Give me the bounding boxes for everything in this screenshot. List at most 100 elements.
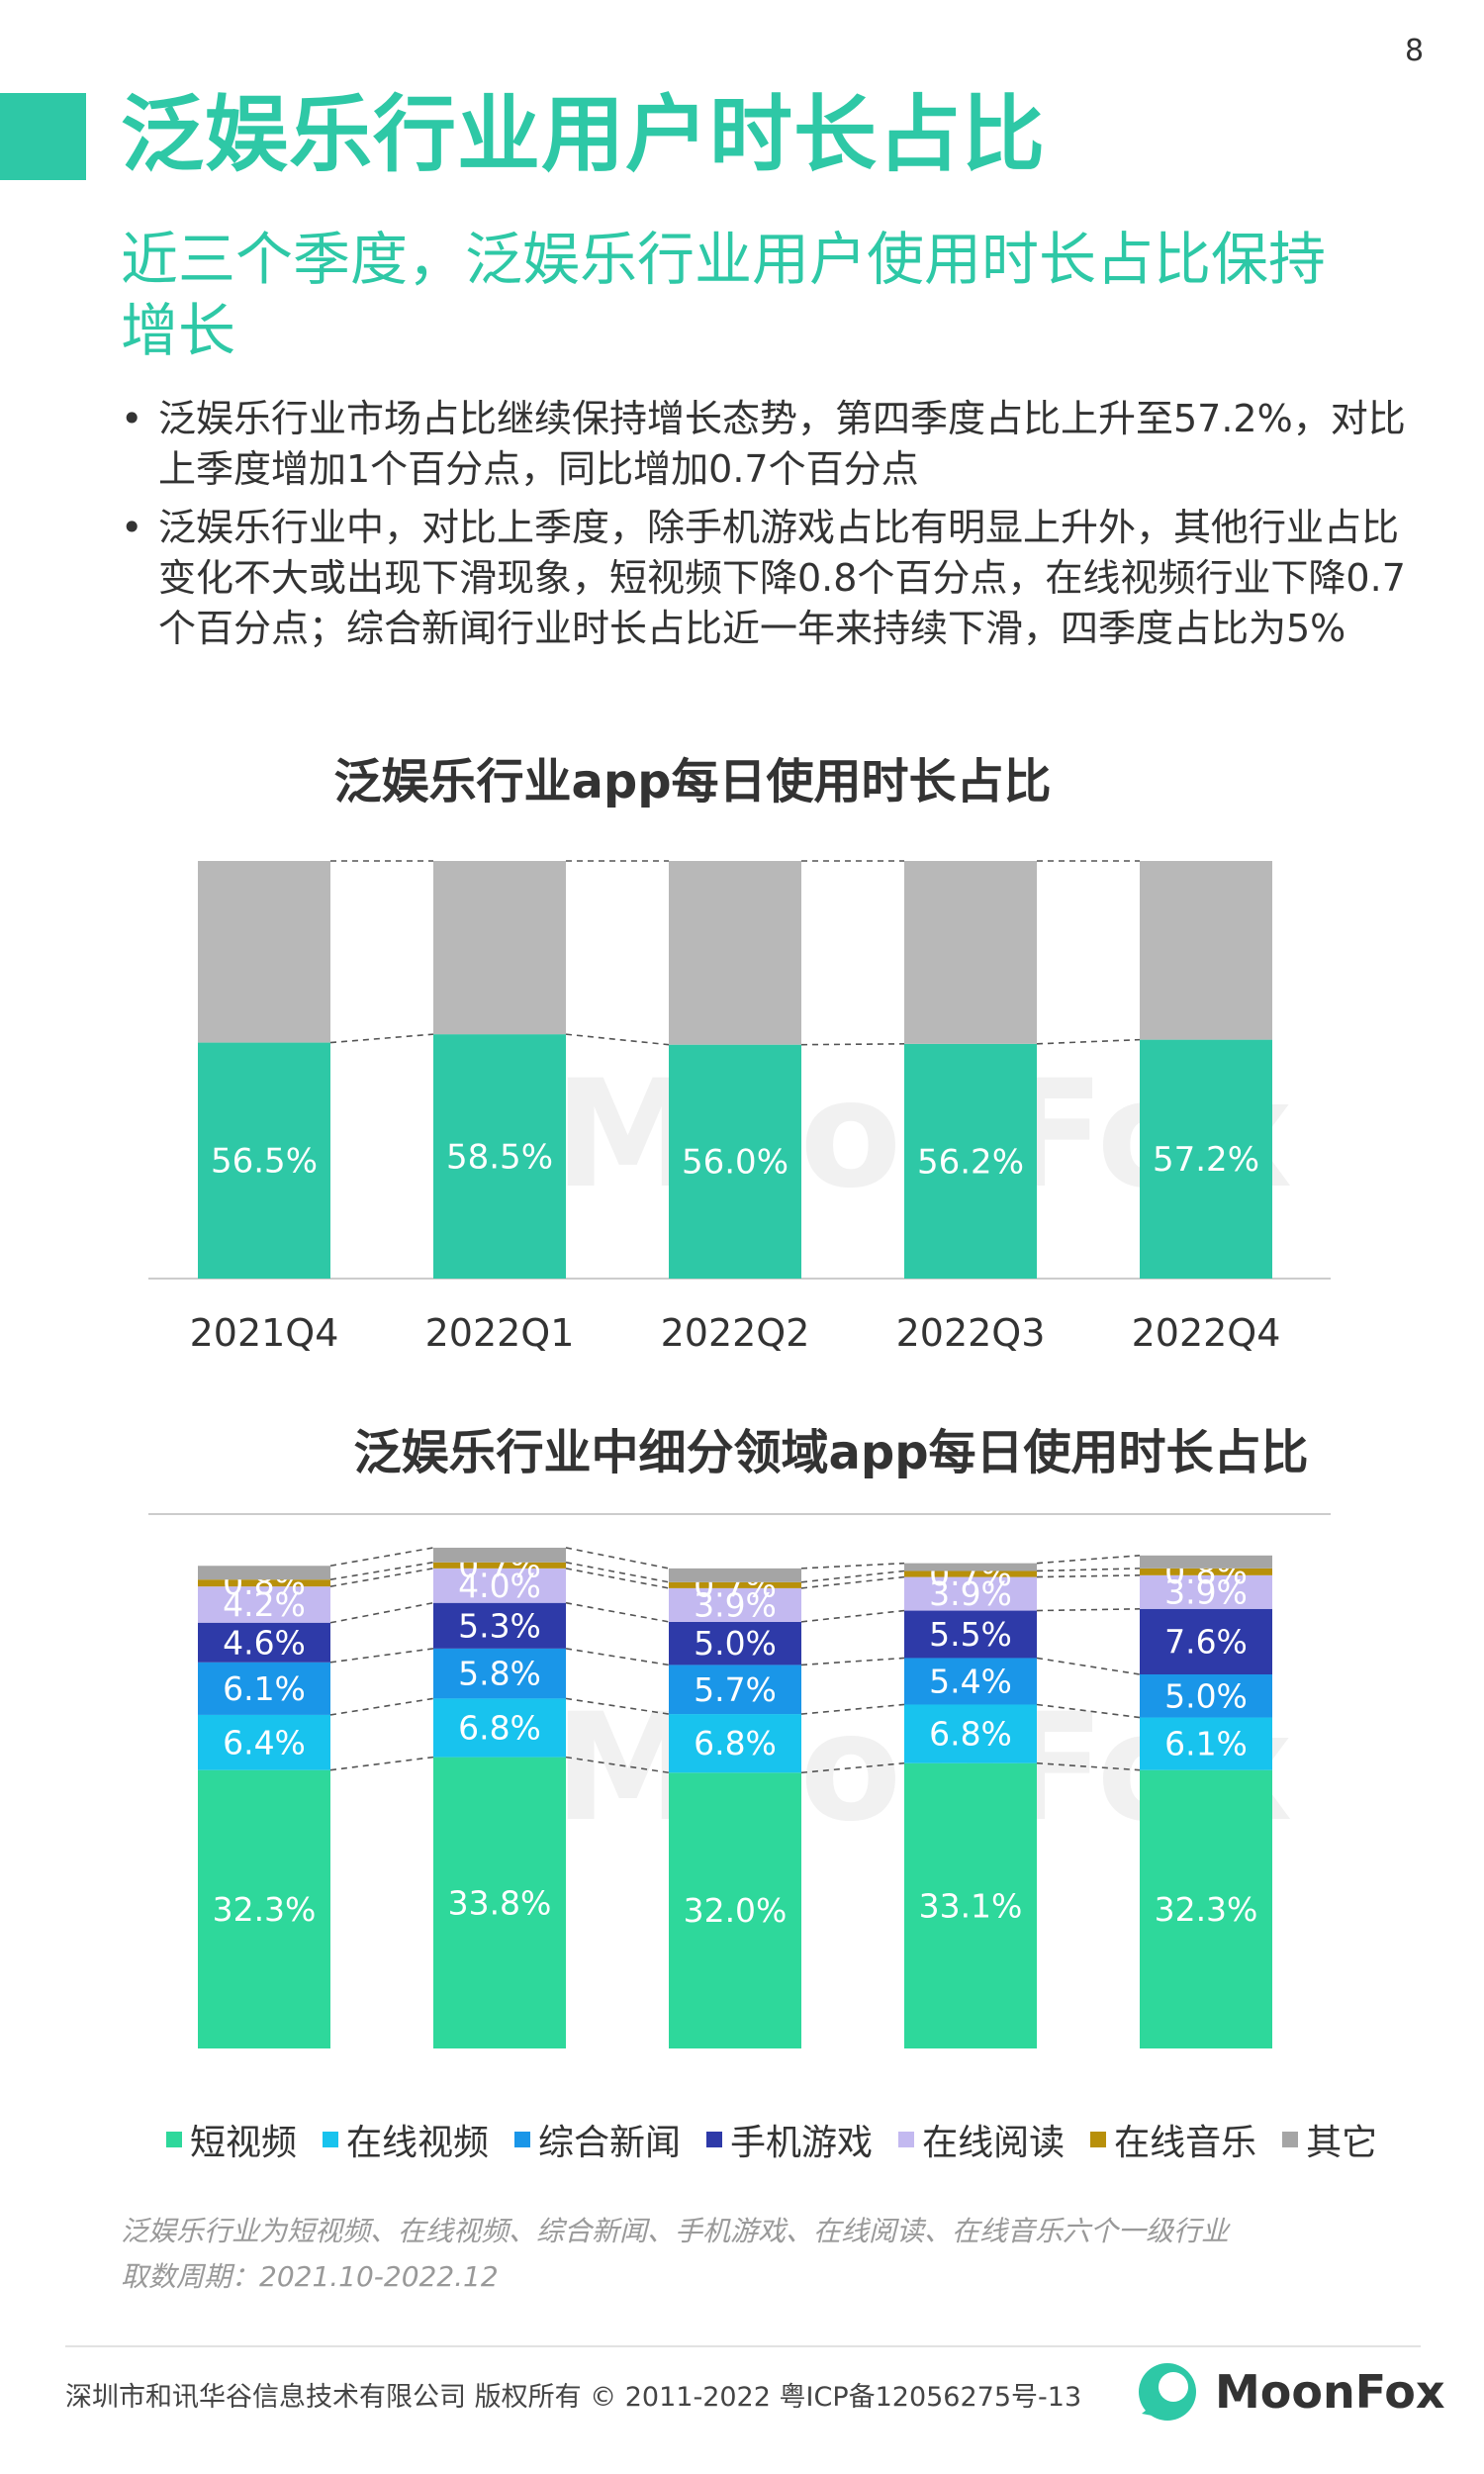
connector-line bbox=[1036, 1555, 1141, 1565]
bar-segment bbox=[904, 1658, 1037, 1705]
bar-segment bbox=[1140, 1674, 1272, 1718]
connector-line bbox=[565, 1568, 670, 1589]
legend-item: 在线视频 bbox=[323, 2114, 489, 2165]
bullet-dot: • bbox=[121, 397, 143, 440]
x-tick-label: 2021Q4 bbox=[190, 1311, 339, 1355]
bullet-item: • 泛娱乐行业中，对比上季度，除手机游戏占比有明显上升外，其他行业占比变化不大或出… bbox=[121, 503, 1417, 654]
bar-segment bbox=[904, 1576, 1037, 1611]
connector-line bbox=[1036, 1657, 1141, 1675]
legend-label: 综合新闻 bbox=[538, 2123, 682, 2163]
data-label: 4.0% bbox=[458, 1567, 541, 1605]
connector-line bbox=[1036, 1568, 1141, 1572]
bar-segment bbox=[669, 1621, 801, 1665]
data-label: 5.3% bbox=[458, 1606, 541, 1645]
data-label: 32.3% bbox=[213, 1890, 317, 1929]
bar-segment bbox=[1140, 1574, 1272, 1609]
bullet-text: 泛娱乐行业中，对比上季度，除手机游戏占比有明显上升外，其他行业占比变化不大或出现… bbox=[158, 506, 1406, 650]
data-label: 4.6% bbox=[223, 1623, 306, 1662]
x-tick-label: 2022Q3 bbox=[896, 1311, 1046, 1355]
connector-line bbox=[565, 1601, 670, 1623]
bar-segment bbox=[1140, 1568, 1272, 1575]
bar-segment bbox=[433, 1602, 566, 1649]
data-label: 3.9% bbox=[929, 1574, 1012, 1613]
data-label: 56.0% bbox=[682, 1143, 788, 1183]
data-label: 32.3% bbox=[1155, 1890, 1258, 1929]
data-label: 6.1% bbox=[1164, 1725, 1248, 1763]
segment-chart: 32.3%6.4%6.1%4.6%4.2%0.8%33.8%6.8%5.8%5.… bbox=[148, 1513, 1331, 2048]
data-label: 56.5% bbox=[211, 1142, 318, 1182]
data-label: 6.8% bbox=[929, 1715, 1012, 1754]
legend-label: 手机游戏 bbox=[730, 2123, 874, 2163]
connector-line bbox=[800, 1703, 905, 1715]
connector-line bbox=[329, 1756, 434, 1771]
bar-segment bbox=[904, 1563, 1037, 1571]
legend-label: 在线阅读 bbox=[922, 2123, 1066, 2163]
bar-segment bbox=[1140, 1555, 1272, 1569]
legend-item: 手机游戏 bbox=[706, 2114, 873, 2165]
data-label: 3.9% bbox=[1164, 1572, 1248, 1611]
bar-segment bbox=[669, 1665, 801, 1715]
data-label: 6.4% bbox=[223, 1723, 306, 1761]
legend-item: 在线阅读 bbox=[898, 2114, 1065, 2165]
data-label: 0.7% bbox=[929, 1555, 1012, 1593]
share-chart: 56.5% 58.5% 56.0% 56.2% 57.2% 2021Q4 2022Q1 202… bbox=[148, 860, 1331, 1355]
bullet-text: 泛娱乐行业市场占比继续保持增长态势，第四季度占比上升至57.2%，对比上季度增加… bbox=[158, 397, 1406, 491]
legend-item: 短视频 bbox=[166, 2114, 297, 2165]
legend-swatch bbox=[898, 2132, 915, 2147]
bar-segment bbox=[669, 1581, 801, 1588]
bar-segment bbox=[669, 1044, 801, 1279]
bar-segment bbox=[433, 1547, 566, 1563]
connector-line bbox=[800, 1761, 905, 1774]
connector-line bbox=[1036, 1608, 1141, 1612]
legend-item: 其它 bbox=[1282, 2114, 1377, 2165]
legend-label: 短视频 bbox=[190, 2123, 298, 2163]
bar-segment bbox=[198, 1586, 330, 1623]
chart-title: 泛娱乐行业app每日使用时长占比 bbox=[333, 754, 1052, 809]
connector-line bbox=[565, 1561, 670, 1583]
legend-label: 在线音乐 bbox=[1114, 2123, 1257, 2163]
connector-line bbox=[329, 1648, 434, 1664]
data-label: 7.6% bbox=[1164, 1622, 1248, 1661]
connector-line bbox=[329, 1033, 434, 1044]
page-subtitle: 近三个季度，泛娱乐行业用户使用时长占比保持增长 bbox=[121, 226, 1327, 364]
bar-segment bbox=[669, 1714, 801, 1773]
data-label: 5.7% bbox=[694, 1670, 777, 1709]
connector-line bbox=[329, 1601, 434, 1624]
bar-segment bbox=[433, 861, 566, 1035]
legend-label: 在线视频 bbox=[346, 2123, 490, 2163]
chart-legend: 短视频 在线视频 综合新闻 手机游戏 在线阅读 在线音乐 其它 bbox=[166, 2114, 1377, 2165]
connector-line bbox=[800, 1562, 905, 1570]
bar-segment bbox=[198, 1579, 330, 1587]
legend-swatch bbox=[1090, 2132, 1107, 2147]
data-label: 6.8% bbox=[694, 1724, 777, 1762]
data-label: 5.0% bbox=[1164, 1676, 1248, 1715]
bullet-list: • 泛娱乐行业市场占比继续保持增长态势，第四季度占比上升至57.2%，对比上季度增… bbox=[121, 394, 1417, 662]
bar-segment bbox=[198, 861, 330, 1043]
footer-divider bbox=[65, 2345, 1421, 2347]
x-tick-label: 2022Q1 bbox=[425, 1311, 575, 1355]
footer-copyright: 深圳市和讯华谷信息技术有限公司 版权所有 © 2011-2022 粤ICP备12… bbox=[65, 2382, 1082, 2413]
bar-segment bbox=[1140, 1039, 1272, 1279]
connector-line bbox=[565, 1033, 670, 1046]
data-label: 5.4% bbox=[929, 1663, 1012, 1701]
bar-segment bbox=[904, 1762, 1037, 2048]
legend-item: 在线音乐 bbox=[1090, 2114, 1256, 2165]
connector-line bbox=[800, 1575, 905, 1589]
legend-swatch bbox=[514, 2132, 531, 2147]
bar-segment bbox=[198, 1769, 330, 2048]
data-label: 32.0% bbox=[684, 1891, 788, 1930]
bar-segment bbox=[198, 1662, 330, 1715]
legend-label: 其它 bbox=[1306, 2123, 1378, 2163]
chart-notes: 泛娱乐行业为短视频、在线视频、综合新闻、手机游戏、在线阅读、在线音乐六个一级行业… bbox=[121, 2209, 1229, 2300]
data-label: 57.2% bbox=[1153, 1140, 1259, 1180]
legend-swatch bbox=[323, 2132, 339, 2147]
bar-segment bbox=[433, 1757, 566, 2048]
connector-line bbox=[329, 1547, 434, 1568]
logo-text: MoonFox bbox=[1215, 2365, 1445, 2419]
bar-segment bbox=[433, 1034, 566, 1279]
page-number: 8 bbox=[1405, 34, 1425, 68]
bullet-item: • 泛娱乐行业市场占比继续保持增长态势，第四季度占比上升至57.2%，对比上季度增… bbox=[121, 394, 1417, 495]
data-label: 5.5% bbox=[929, 1615, 1012, 1654]
connector-line bbox=[565, 1547, 670, 1570]
bar-segment bbox=[904, 1043, 1037, 1279]
